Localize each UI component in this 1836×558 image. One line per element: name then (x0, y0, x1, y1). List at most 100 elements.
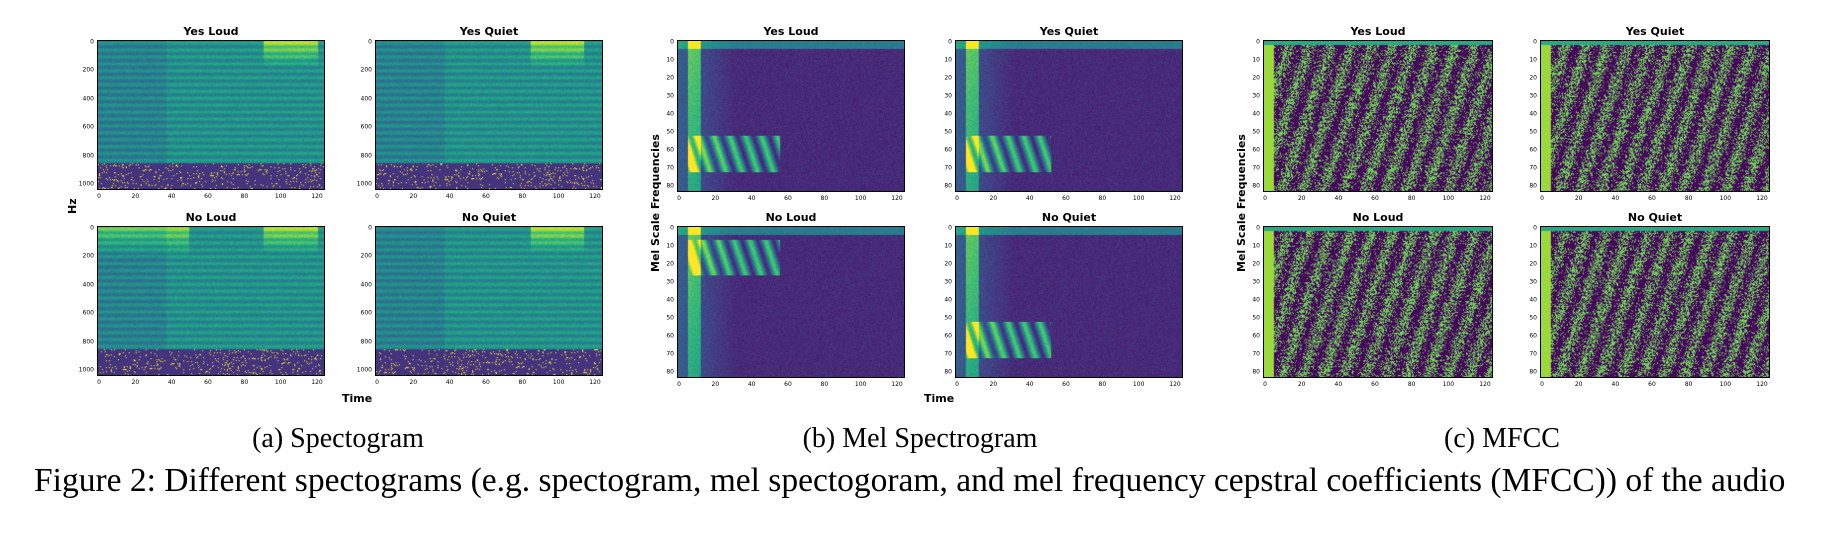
spectrogram-plot (375, 40, 603, 190)
y-tick-label: 30 (1252, 93, 1260, 100)
y-tick-label: 80 (666, 369, 674, 376)
y-tick-label: 800 (83, 152, 94, 159)
heatmap-canvas (98, 227, 324, 375)
heatmap-canvas (1264, 41, 1492, 191)
x-tick-label: 80 (519, 193, 527, 200)
x-tick-label: 40 (1335, 381, 1343, 388)
y-tick-label: 40 (1529, 111, 1537, 118)
y-tick-label: 70 (944, 165, 952, 172)
y-tick-label: 30 (944, 93, 952, 100)
y-tick-label: 50 (666, 315, 674, 322)
y-tick-label: 800 (361, 152, 372, 159)
x-tick-label: 60 (1648, 195, 1656, 202)
y-tick-label: 20 (1252, 75, 1260, 82)
spectrogram-plot (1540, 226, 1770, 378)
y-tick-label: 50 (944, 129, 952, 136)
heatmap-canvas (678, 41, 904, 191)
x-tick-label: 100 (275, 379, 286, 386)
panel-title: Yes Loud (183, 25, 238, 38)
y-tick-label: 1000 (79, 181, 94, 188)
y-tick-label: 400 (83, 281, 94, 288)
y-tick-label: 80 (944, 183, 952, 190)
x-tick-label: 0 (375, 379, 379, 386)
x-tick-label: 120 (589, 379, 600, 386)
x-tick-label: 0 (97, 193, 101, 200)
heatmap-canvas (956, 227, 1182, 377)
x-tick-label: 40 (446, 379, 454, 386)
y-tick-label: 50 (1529, 129, 1537, 136)
x-tick-label: 120 (311, 193, 322, 200)
y-tick-label: 70 (1252, 165, 1260, 172)
y-tick-label: 600 (361, 310, 372, 317)
panel-title: Yes Quiet (460, 25, 518, 38)
y-tick-label: 0 (368, 225, 372, 232)
x-tick-label: 40 (748, 195, 756, 202)
y-tick-label: 600 (83, 124, 94, 131)
y-tick-label: 600 (361, 124, 372, 131)
y-tick-label: 50 (666, 129, 674, 136)
y-tick-label: 0 (1533, 39, 1537, 46)
y-tick-label: 0 (1256, 225, 1260, 232)
x-tick-label: 100 (1720, 381, 1731, 388)
x-tick-label: 80 (1408, 195, 1416, 202)
x-tick-label: 20 (1575, 381, 1583, 388)
x-tick-label: 100 (553, 379, 564, 386)
x-tick-label: 60 (482, 193, 490, 200)
x-tick-label: 0 (1263, 381, 1267, 388)
y-tick-label: 800 (361, 338, 372, 345)
x-tick-label: 20 (990, 381, 998, 388)
x-tick-label: 40 (1026, 381, 1034, 388)
panel-title: No Loud (186, 211, 237, 224)
y-axis-label: Mel Scale Frequencies (649, 134, 662, 272)
x-tick-label: 40 (1612, 195, 1620, 202)
panel-title: No Loud (766, 211, 817, 224)
x-tick-label: 120 (1756, 381, 1767, 388)
y-tick-label: 40 (1252, 297, 1260, 304)
y-tick-label: 30 (944, 279, 952, 286)
subcaption-b: (b) Mel Spectrogram (803, 423, 1038, 455)
heatmap-canvas (1264, 227, 1492, 377)
y-tick-label: 40 (666, 111, 674, 118)
y-tick-label: 70 (666, 165, 674, 172)
x-tick-label: 80 (1099, 381, 1107, 388)
x-tick-label: 20 (1575, 195, 1583, 202)
y-tick-label: 50 (944, 315, 952, 322)
y-tick-label: 0 (368, 39, 372, 46)
x-tick-label: 20 (990, 195, 998, 202)
heatmap-canvas (98, 41, 324, 189)
panel-title: No Quiet (1628, 211, 1682, 224)
y-tick-label: 70 (1529, 165, 1537, 172)
x-tick-label: 100 (1720, 195, 1731, 202)
x-tick-label: 60 (1648, 381, 1656, 388)
x-tick-label: 120 (1756, 195, 1767, 202)
y-tick-label: 60 (944, 147, 952, 154)
y-tick-label: 400 (83, 95, 94, 102)
y-tick-label: 20 (1529, 261, 1537, 268)
spectrogram-plot (677, 226, 905, 378)
y-tick-label: 40 (666, 297, 674, 304)
x-tick-label: 0 (97, 379, 101, 386)
spectrogram-plot (1263, 40, 1493, 192)
x-tick-label: 120 (1169, 195, 1180, 202)
heatmap-canvas (376, 41, 602, 189)
x-tick-label: 60 (1371, 381, 1379, 388)
y-tick-label: 0 (670, 39, 674, 46)
x-tick-label: 60 (1062, 381, 1070, 388)
x-tick-label: 80 (821, 381, 829, 388)
y-tick-label: 1000 (357, 367, 372, 374)
panel-title: No Quiet (462, 211, 516, 224)
y-tick-label: 20 (1529, 75, 1537, 82)
y-tick-label: 600 (83, 310, 94, 317)
y-tick-label: 80 (944, 369, 952, 376)
y-tick-label: 70 (1529, 351, 1537, 358)
y-tick-label: 800 (83, 338, 94, 345)
x-tick-label: 100 (275, 193, 286, 200)
subcaption-c: (c) MFCC (1444, 423, 1560, 455)
x-tick-label: 0 (1540, 195, 1544, 202)
x-tick-label: 120 (891, 381, 902, 388)
y-tick-label: 70 (1252, 351, 1260, 358)
x-tick-label: 120 (1169, 381, 1180, 388)
subcaption-a: (a) Spectogram (252, 423, 424, 455)
x-tick-label: 20 (712, 195, 720, 202)
y-tick-label: 30 (1529, 279, 1537, 286)
